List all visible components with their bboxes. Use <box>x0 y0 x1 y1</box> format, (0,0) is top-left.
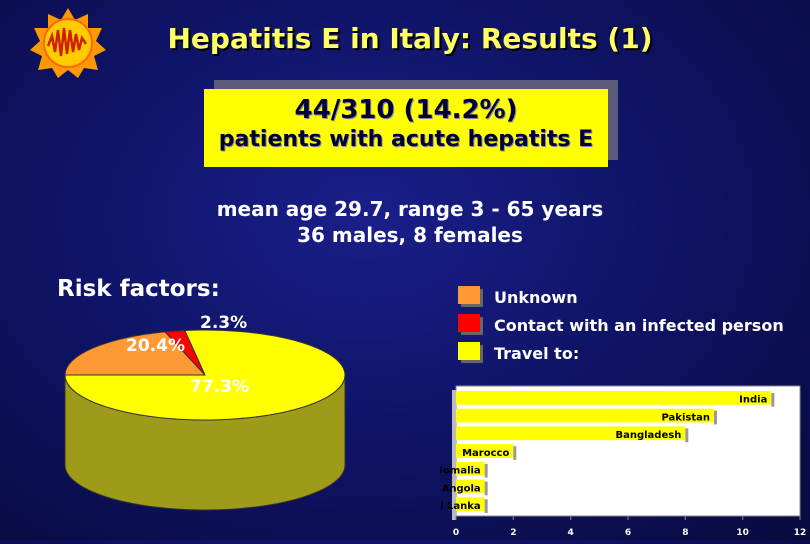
bar-x-tick-label: 0 <box>453 528 459 538</box>
box-subline: patients with acute hepatits E <box>218 127 594 152</box>
legend-label-travel: Travel to: <box>494 344 580 363</box>
bar-label-sri-lanka: Sri Lanka <box>440 501 481 512</box>
bar-bangladesh <box>456 426 686 441</box>
bar-x-tick-label: 10 <box>736 528 749 538</box>
legend-swatch-travel <box>458 342 480 360</box>
bar-shadow-bangladesh <box>685 428 689 443</box>
bar-shadow-india <box>771 393 775 407</box>
legend: Unknown Contact with an infected person … <box>458 286 798 376</box>
bar-x-tick-label: 6 <box>625 528 631 538</box>
legend-label-contact: Contact with an infected person <box>494 316 784 335</box>
bar-marocco <box>456 444 514 458</box>
stats-text: mean age 29.7, range 3 - 65 years 36 mal… <box>160 196 660 248</box>
bar-x-tick-label: 12 <box>794 528 807 538</box>
bar-x-tick-label: 8 <box>682 528 688 538</box>
bar-pakistan <box>456 408 714 423</box>
pie-slice-travel <box>64 329 346 421</box>
legend-label-unknown: Unknown <box>494 288 578 307</box>
risk-factors-label: Risk factors: <box>57 276 220 302</box>
bar-chart: India Pakistan Bangladesh Marocco Somalia Ang… <box>428 382 810 540</box>
bar-label-somalia: Somalia <box>440 466 481 477</box>
bar-shadow-angola <box>484 481 488 496</box>
bar-shadow-marocco <box>513 446 517 460</box>
box-headline: 44/310 (14.2%) <box>294 95 518 125</box>
highlight-box: 44/310 (14.2%) patients with acute hepat… <box>204 89 608 167</box>
bar-shadow-somalia <box>484 463 488 478</box>
pie-label-travel: 77.3% <box>190 377 249 397</box>
bar-sri-lanka <box>456 497 485 511</box>
stats-sex: 36 males, 8 females <box>297 223 523 247</box>
bar-label-angola: Angola <box>442 483 481 494</box>
bar-plot-area <box>455 385 801 517</box>
bar-angola <box>456 479 485 494</box>
pie-label-contact: 2.3% <box>200 313 248 333</box>
bar-shadow-pakistan <box>714 410 717 425</box>
pie-label-unknown: 20.4% <box>126 336 185 356</box>
legend-swatch-unknown <box>458 286 480 304</box>
bar-shadow-sri-lanka <box>484 499 488 513</box>
slide-title: Hepatitis E in Italy: Results (1) <box>167 22 653 55</box>
bar-india <box>456 391 772 405</box>
sun-logo-icon <box>28 6 108 78</box>
bar-label-marocco: Marocco <box>462 448 509 459</box>
bar-x-tick-label: 2 <box>510 528 516 538</box>
legend-swatch-contact <box>458 314 480 332</box>
bar-plot-depth <box>452 390 456 520</box>
pie-slice-unknown <box>64 331 207 376</box>
bar-x-tick-label: 4 <box>568 528 574 538</box>
bar-somalia <box>456 461 485 476</box>
bar-label-bangladesh: Bangladesh <box>615 430 681 441</box>
bar-label-india: India <box>739 395 767 406</box>
stats-age: mean age 29.7, range 3 - 65 years <box>216 197 604 221</box>
pie-chart <box>50 300 360 540</box>
bar-label-pakistan: Pakistan <box>662 412 711 423</box>
